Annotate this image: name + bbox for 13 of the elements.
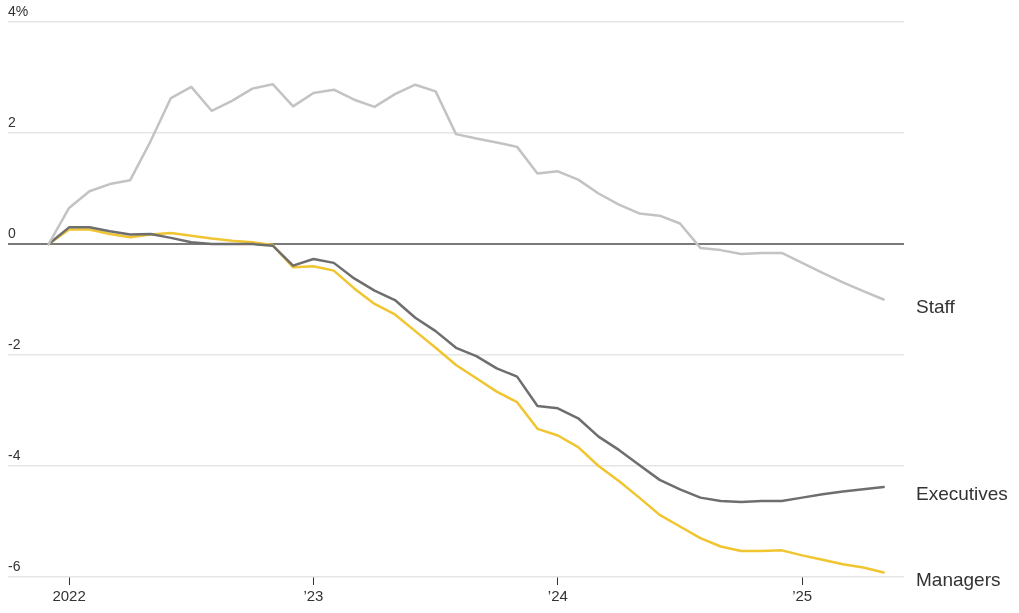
y-tick-label: -4 <box>8 446 21 463</box>
y-tick-label: -6 <box>8 557 21 574</box>
series-label: Staff <box>916 295 956 317</box>
series-label: Executives <box>916 483 1008 505</box>
x-tick-label: 2022 <box>52 587 86 605</box>
x-tick-label: ’25 <box>792 587 813 605</box>
x-tick-label: ’24 <box>547 587 568 605</box>
series-label: Managers <box>916 568 1001 590</box>
y-tick-label: 4% <box>8 2 29 19</box>
y-tick-label: 2 <box>8 113 16 130</box>
x-tick-label: ’23 <box>303 587 324 605</box>
y-tick-label: 0 <box>8 224 16 241</box>
y-tick-label: -2 <box>8 335 21 352</box>
